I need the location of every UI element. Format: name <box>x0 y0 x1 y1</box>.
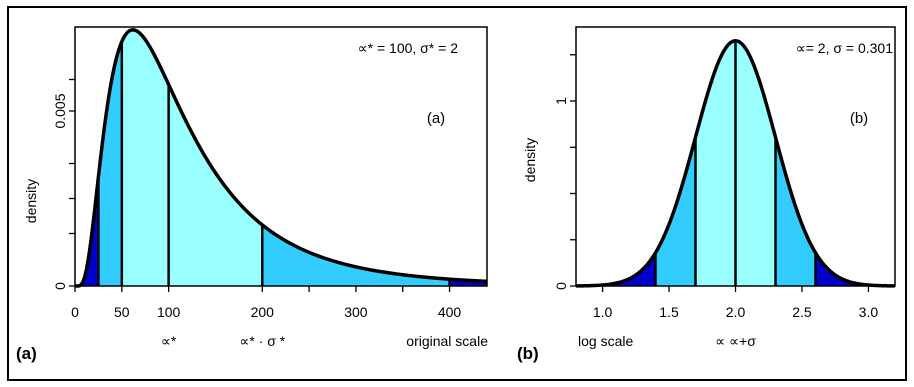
y-tick-label-4: 0.005 <box>52 93 68 128</box>
panel-a: density 0 50 100 200 300 400 0 0.005 ∝* = 100,… <box>16 26 488 363</box>
figure-outer-frame <box>7 6 907 381</box>
band-outer-0 <box>576 252 656 286</box>
panel-b-boundary-lines <box>654 40 817 286</box>
x-tick-label-0: 1.0 <box>593 304 613 320</box>
band-inner-2 <box>121 29 263 287</box>
panel-b-inset-label: (b) <box>850 110 868 127</box>
y-tick-label-4: 1 <box>553 97 569 105</box>
x-tick-label-5: 400 <box>438 304 462 320</box>
x-tick-label-2: 2.0 <box>726 304 746 320</box>
panel-b-x-ticks: 1.0 1.5 2.0 2.5 3.0 <box>593 286 879 320</box>
x-tick-label-1: 50 <box>114 304 130 320</box>
panel-a-boundary-lines <box>97 41 451 286</box>
panel-b-y-ticks: 01 <box>553 54 576 290</box>
x-tick-label-3: 200 <box>251 304 275 320</box>
panel-b-scale-label: log scale <box>578 333 633 349</box>
x-tick-label-0: 0 <box>71 304 79 320</box>
band-middle-3 <box>262 224 450 286</box>
panel-a-params-label: ∝* = 100, σ* = 2 <box>358 40 459 56</box>
panel-a-x-annotations: ∝* ∝* · σ * <box>161 333 286 349</box>
panel-a-ylabel: density <box>23 179 39 223</box>
x-annotation-0: ∝* <box>161 333 177 349</box>
panel-a-letter: (a) <box>16 344 37 363</box>
y-tick-label-0: 0 <box>52 282 68 290</box>
x-tick-label-4: 3.0 <box>859 304 879 320</box>
band-middle-1 <box>98 41 122 286</box>
band-outer-0 <box>75 176 99 286</box>
panel-b-ylabel: density <box>522 138 538 182</box>
panel-a-plot-frame <box>74 26 488 287</box>
x-tick-label-1: 1.5 <box>659 304 679 320</box>
panel-a-density-curve <box>75 28 488 288</box>
panel-a-y-ticks: 0 0.005 <box>52 78 75 290</box>
panel-b-letter: (b) <box>517 344 539 363</box>
x-tick-label-3: 2.5 <box>792 304 812 320</box>
panel-b: density 1.0 1.5 2.0 2.5 3.0 01 ∝= 2, σ = 0.3… <box>517 26 896 363</box>
x-tick-label-4: 300 <box>344 304 368 320</box>
panel-b-x-annotations: ∝ ∝+σ <box>715 333 756 349</box>
band-outer-4 <box>815 252 895 286</box>
y-tick-label-0: 0 <box>553 282 569 290</box>
panel-b-density-curve <box>576 39 895 288</box>
x-annotation-1: ∝* · σ * <box>239 333 285 349</box>
panel-b-params-label: ∝= 2, σ = 0.301 <box>796 40 893 56</box>
x-tick-label-2: 100 <box>157 304 181 320</box>
panel-a-x-ticks: 0 50 100 200 300 400 <box>71 286 461 320</box>
panel-a-inset-label: (a) <box>427 110 445 127</box>
panel-a-scale-label: original scale <box>406 333 488 349</box>
x-annotation-0: ∝ ∝+σ <box>715 333 756 349</box>
